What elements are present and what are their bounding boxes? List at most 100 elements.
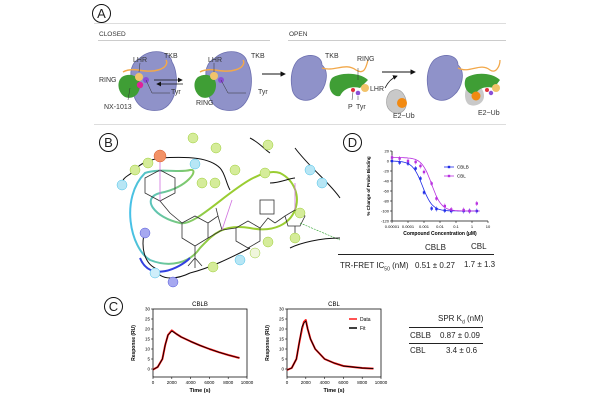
- residue-bubble: [259, 167, 271, 179]
- closed-state-compound-bound: [118, 51, 177, 111]
- closed-divider: [98, 40, 270, 41]
- x-tick-label: 8000: [223, 380, 234, 385]
- open-divider: [288, 40, 506, 41]
- x-tick-label: 4000: [186, 380, 197, 385]
- ic50-row-label-text: TR-FRET IC: [340, 261, 385, 270]
- ic50-col-cbl: CBL: [471, 242, 487, 251]
- conformation-schematic: [118, 51, 501, 114]
- data-point-cblb: [390, 159, 394, 163]
- ic50-value-cbl: 1.7 ± 1.3: [464, 260, 496, 269]
- ic50-row-label-sub: 50: [384, 266, 390, 273]
- ring-domain-shape: [118, 74, 140, 98]
- x-tick-label: 0.00001: [385, 224, 400, 229]
- x-tick-label: 2000: [167, 380, 178, 385]
- e2-ub-conjugate: [386, 89, 407, 114]
- residue-bubble: [196, 177, 208, 189]
- data-point-cbl: [422, 170, 426, 174]
- e2-recruit-arrow: [384, 75, 398, 89]
- h-bond-lines: [159, 156, 296, 231]
- ic50-table-rule: [338, 254, 494, 256]
- data-point-cblb: [443, 209, 447, 212]
- ring-label-1: RING: [99, 77, 117, 84]
- x-axis-label: Compound Concentration (µM): [403, 231, 477, 237]
- panel-d-letter: D: [343, 133, 362, 152]
- chart-title: CBLB: [192, 302, 208, 308]
- legend-label-fit: Fit: [360, 326, 366, 332]
- y-tick-label: 15: [279, 337, 285, 342]
- tyr-label-3: Tyr: [356, 104, 366, 111]
- tkb-label-3: TKB: [325, 53, 339, 60]
- x-tick-label: 4000: [320, 380, 331, 385]
- panel-c-letter: C: [104, 297, 123, 316]
- x-axis-label: Time (s): [190, 388, 211, 394]
- residue-bubble: [167, 276, 179, 288]
- tkb-label-2: TKB: [251, 53, 265, 60]
- y-tick-label: -60: [383, 189, 390, 194]
- data-point-cbl: [443, 204, 447, 208]
- y-tick-label: -100: [381, 209, 390, 214]
- panel-a-letter: A: [92, 4, 111, 23]
- e2ub-label-2: E2~Ub: [478, 110, 500, 117]
- spr-header-text: SPR K: [438, 314, 463, 323]
- data-point-cbl: [419, 164, 422, 168]
- y-tick-label: 20: [385, 149, 390, 154]
- residue-bubble: [262, 139, 274, 151]
- data-point-cbl: [475, 202, 479, 205]
- residue-bubble: [116, 179, 128, 191]
- data-point-cblb: [419, 177, 422, 180]
- data-point-cbl: [449, 208, 453, 211]
- series-line-fit: [286, 320, 374, 371]
- ring-label-2: RING: [196, 100, 214, 107]
- x-tick-label: 10: [486, 224, 491, 229]
- residue-bubble: [153, 149, 167, 163]
- residue-bubble: [304, 164, 316, 176]
- x-tick-label: 2000: [301, 380, 312, 385]
- legend-marker: [447, 174, 451, 178]
- ic50-row-label: TR-FRET IC50 (nM): [340, 261, 409, 273]
- residue-bubble: [229, 164, 241, 176]
- x-tick-label: 0: [286, 380, 289, 385]
- spr-row-name: CBLB: [410, 331, 431, 340]
- spr-cbl-chart: CBL 0 5 10 15 20 25 30 0 2000 4000 6000 8000 10000 Tim…: [265, 302, 388, 394]
- data-point-cbl: [462, 208, 465, 212]
- data-point-cblb: [430, 207, 433, 210]
- lhr-shape: [135, 73, 143, 81]
- residue-bubble: [234, 254, 246, 266]
- data-point-cbl: [468, 209, 471, 213]
- x-tick-label: 10000: [241, 380, 254, 385]
- x-tick-label: 1: [471, 224, 474, 229]
- residue-bubble: [294, 207, 306, 219]
- data-point-cblb: [422, 191, 426, 194]
- residue-bubbles: [116, 132, 328, 288]
- residue-bubble: [207, 261, 219, 273]
- y-tick-label: 5: [281, 357, 284, 362]
- residue-bubble: [142, 157, 154, 169]
- lhr-label-3: LHR: [370, 86, 385, 93]
- y-tick-label: 20: [145, 327, 151, 332]
- y-tick-label: 0: [147, 367, 150, 372]
- open-state: [290, 55, 369, 101]
- closed-state: [194, 51, 252, 111]
- spr-table-header: SPR Kd (nM): [438, 314, 483, 326]
- tkb-label-1: TKB: [164, 53, 178, 60]
- phospho-marker: [351, 88, 355, 92]
- y-tick-label: 15: [145, 337, 151, 342]
- tyr-label-2: Tyr: [258, 89, 268, 96]
- x-tick-label: 0.01: [436, 224, 445, 229]
- x-tick-label: 0.1: [453, 224, 459, 229]
- residue-bubble: [139, 227, 151, 239]
- series-line-fit: [152, 330, 240, 370]
- ligand-interaction-diagram: [116, 132, 341, 288]
- data-point-cbl: [430, 182, 433, 185]
- residue-bubble: [149, 267, 161, 279]
- y-tick-label: 30: [145, 307, 151, 312]
- spr-cblb-chart: CBLB 0 5 10 15 20 25 30 0 2000 4000 6000 8000 10000 Ti…: [131, 302, 254, 394]
- y-tick-label: 25: [279, 317, 285, 322]
- data-point-cblb: [435, 207, 438, 211]
- compound-label: NX-1013: [104, 104, 132, 111]
- series-line-data: [152, 329, 240, 371]
- y-tick-label: 30: [279, 307, 285, 312]
- y-tick-label: 0: [281, 367, 284, 372]
- legend-label-cblb: CBLB: [457, 165, 469, 170]
